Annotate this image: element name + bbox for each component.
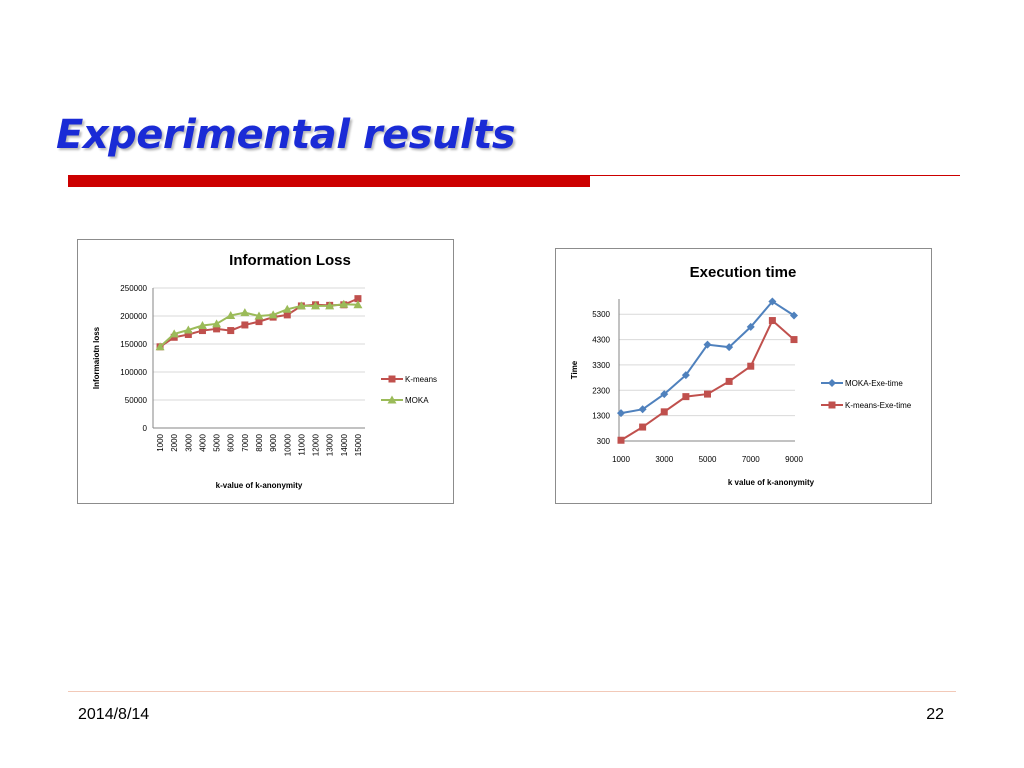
data-point bbox=[660, 408, 668, 416]
data-point bbox=[704, 390, 711, 398]
data-point bbox=[638, 405, 647, 414]
series-line-kmeans bbox=[620, 318, 795, 442]
data-point bbox=[169, 329, 179, 338]
information-loss-chart-svg: Information Loss 0 50000 100000 150000 200000… bbox=[92, 252, 437, 490]
y-tick-label: 2300 bbox=[592, 386, 610, 395]
x-tick-label: 1000 bbox=[612, 455, 630, 464]
chart-title: Information Loss bbox=[229, 252, 351, 269]
data-point bbox=[226, 310, 236, 319]
data-point bbox=[155, 342, 165, 351]
y-tick-label: 300 bbox=[597, 437, 611, 446]
data-point bbox=[183, 325, 193, 334]
data-point bbox=[184, 330, 192, 338]
y-axis-title: Informaiotn loss bbox=[92, 326, 101, 389]
y-tick-label: 5300 bbox=[592, 310, 610, 319]
series-line-moka bbox=[159, 303, 358, 348]
x-axis-title: k value of k-anonymity bbox=[728, 478, 815, 487]
x-tick-label: 2000 bbox=[170, 433, 179, 451]
chart-title: Execution time bbox=[690, 264, 797, 281]
data-point bbox=[240, 308, 250, 317]
data-point bbox=[768, 297, 777, 306]
data-point bbox=[254, 311, 264, 320]
data-point bbox=[617, 436, 625, 444]
data-point bbox=[768, 317, 776, 325]
y-tick-label: 100000 bbox=[120, 368, 147, 377]
data-point bbox=[617, 409, 625, 418]
legend-label: K-means-Exe-time bbox=[845, 401, 912, 410]
x-tick-label: 11000 bbox=[297, 433, 306, 455]
data-point bbox=[283, 311, 291, 319]
data-point bbox=[241, 321, 249, 329]
data-point bbox=[681, 371, 690, 380]
data-point bbox=[747, 362, 755, 370]
x-axis-title: k-value of k-anonymity bbox=[216, 481, 303, 490]
data-point bbox=[790, 311, 798, 320]
slide-title: Experimental results bbox=[56, 112, 516, 158]
x-tick-label: 5000 bbox=[699, 455, 717, 464]
data-point bbox=[212, 319, 222, 328]
data-point bbox=[353, 300, 363, 309]
footer-divider bbox=[68, 691, 956, 692]
data-point bbox=[339, 299, 349, 308]
y-tick-label: 1300 bbox=[592, 412, 610, 421]
data-point bbox=[198, 327, 206, 335]
page-number: 22 bbox=[926, 706, 944, 723]
data-point bbox=[746, 322, 755, 331]
data-point bbox=[213, 325, 221, 333]
execution-time-chart-svg: Execution time 300 1300 2300 3300 4300 5300 100… bbox=[570, 264, 912, 487]
x-tick-label: 15000 bbox=[354, 433, 363, 456]
legend-marker bbox=[828, 401, 836, 409]
data-point bbox=[639, 423, 647, 431]
x-tick-label: 7000 bbox=[742, 455, 760, 464]
x-tick-label: 3000 bbox=[655, 455, 673, 464]
legend-label: K-means bbox=[405, 375, 437, 384]
data-point bbox=[725, 343, 734, 352]
y-tick-label: 3300 bbox=[592, 361, 610, 370]
y-tick-label: 4300 bbox=[592, 336, 610, 345]
x-tick-label: 9000 bbox=[785, 455, 803, 464]
data-point bbox=[296, 301, 306, 310]
x-tick-label: 13000 bbox=[326, 433, 335, 456]
y-tick-label: 150000 bbox=[120, 340, 147, 349]
y-tick-label: 250000 bbox=[120, 284, 147, 293]
x-tick-label: 6000 bbox=[227, 433, 236, 451]
legend-label: MOKA bbox=[405, 396, 429, 405]
data-point bbox=[197, 321, 207, 330]
data-point bbox=[725, 377, 733, 385]
data-point bbox=[325, 301, 335, 310]
legend-label: MOKA-Exe-time bbox=[845, 379, 903, 388]
title-underline-bar bbox=[68, 175, 590, 187]
x-tick-label: 5000 bbox=[213, 433, 222, 451]
x-tick-label: 3000 bbox=[184, 433, 193, 451]
y-tick-label: 200000 bbox=[120, 312, 147, 321]
y-axis-title: Time bbox=[570, 360, 579, 379]
data-point bbox=[703, 340, 712, 349]
data-point bbox=[311, 301, 321, 310]
data-point bbox=[268, 310, 278, 319]
execution-time-chart: Execution time 300 1300 2300 3300 4300 5300 100… bbox=[555, 248, 932, 504]
x-tick-label: 8000 bbox=[255, 433, 264, 451]
data-point bbox=[227, 327, 235, 335]
x-tick-label: 12000 bbox=[312, 433, 321, 456]
legend-marker bbox=[388, 375, 396, 383]
data-point bbox=[790, 336, 798, 344]
data-point bbox=[282, 304, 292, 313]
y-tick-label: 50000 bbox=[125, 396, 148, 405]
title-underline-rule bbox=[590, 175, 960, 176]
footer-date: 2014/8/14 bbox=[78, 706, 150, 723]
legend-marker bbox=[828, 379, 836, 387]
x-tick-label: 4000 bbox=[198, 433, 207, 451]
data-point bbox=[682, 393, 690, 401]
legend-marker bbox=[387, 395, 397, 404]
data-point bbox=[354, 295, 362, 303]
x-tick-label: 1000 bbox=[156, 433, 165, 451]
y-tick-label: 0 bbox=[143, 424, 148, 433]
data-point bbox=[255, 318, 263, 326]
x-tick-label: 7000 bbox=[241, 433, 250, 451]
x-tick-label: 9000 bbox=[269, 433, 278, 451]
x-tick-label: 10000 bbox=[283, 433, 292, 456]
information-loss-chart: Information Loss 0 50000 100000 150000 200000… bbox=[77, 239, 454, 504]
x-tick-label: 14000 bbox=[340, 433, 349, 456]
data-point bbox=[660, 390, 669, 399]
